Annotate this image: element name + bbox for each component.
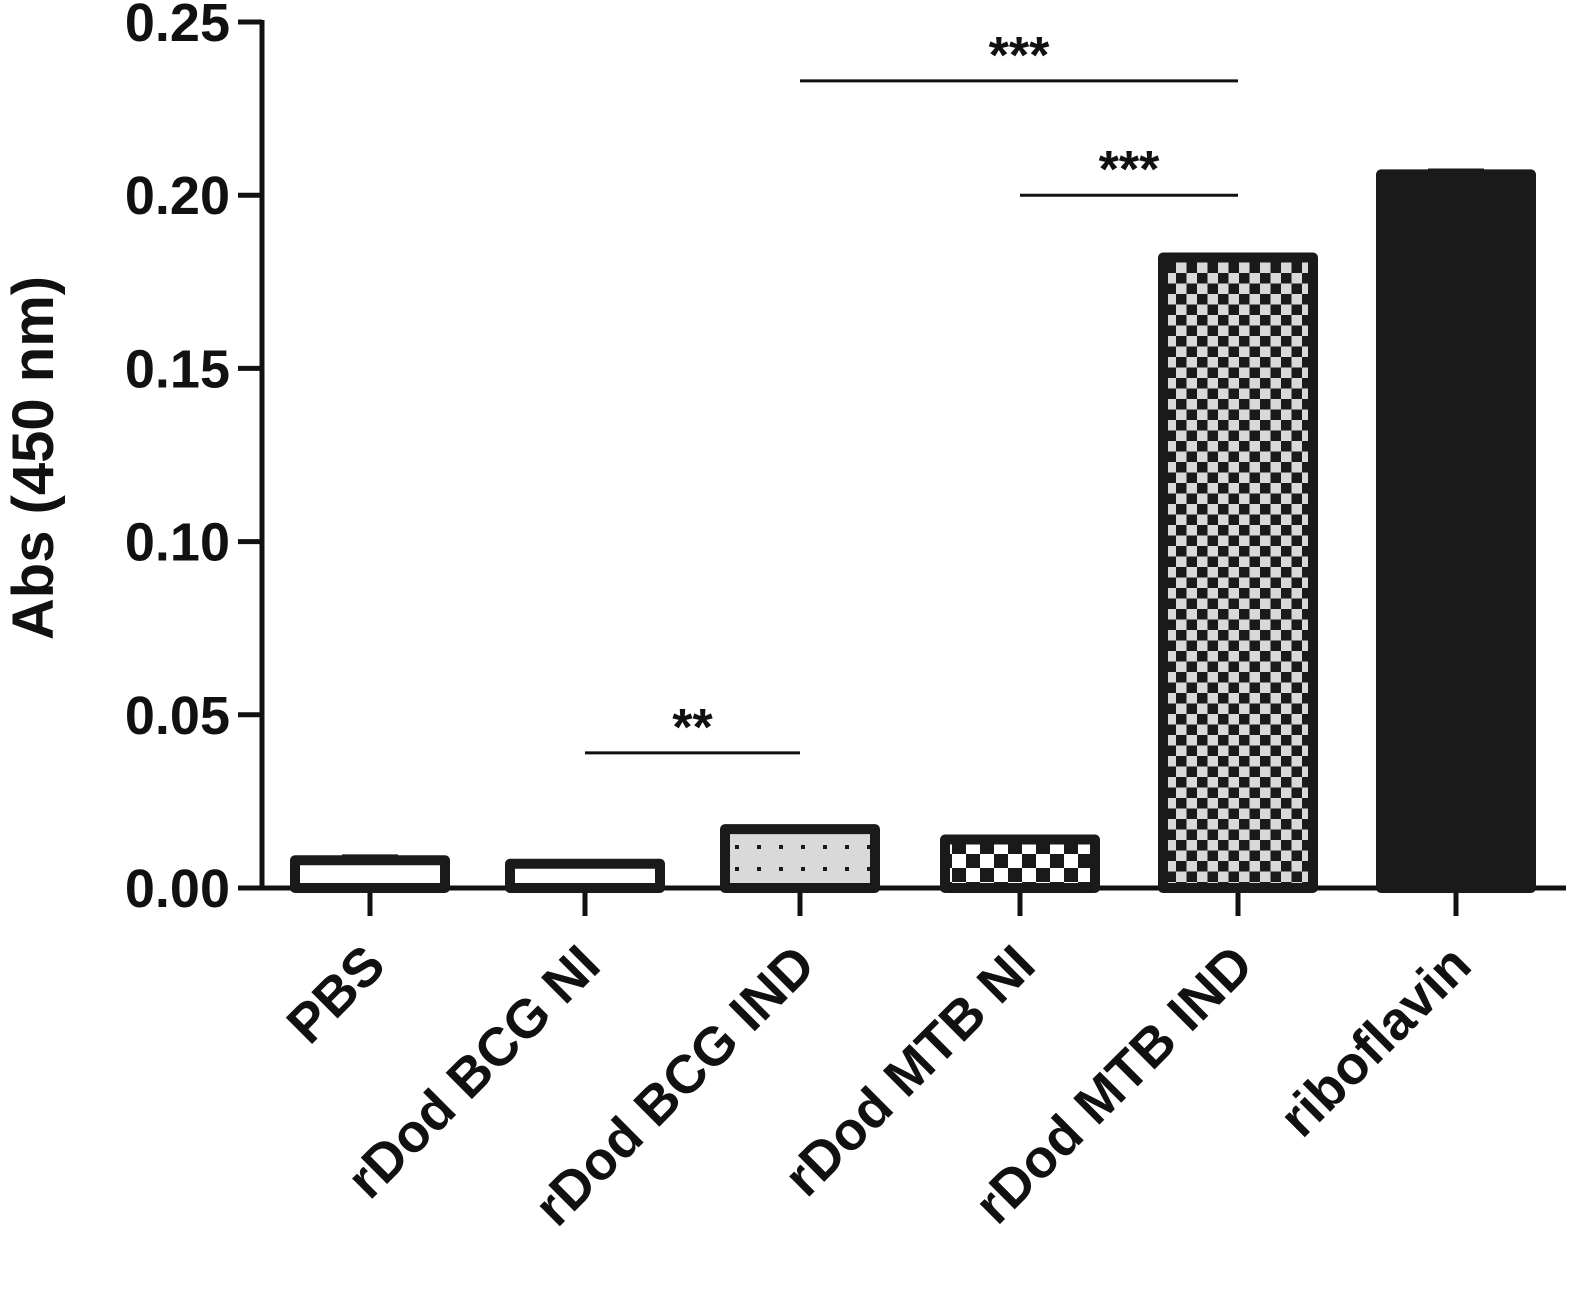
significance-annotations: ******** bbox=[585, 27, 1238, 757]
bars bbox=[290, 168, 1536, 894]
significance-label: ** bbox=[672, 699, 713, 757]
significance-label: *** bbox=[1099, 141, 1160, 199]
bar bbox=[1158, 252, 1318, 893]
y-tick-label: 0.10 bbox=[125, 513, 230, 573]
significance-label: *** bbox=[989, 27, 1050, 85]
y-tick-label: 0.15 bbox=[125, 339, 230, 399]
y-tick-label: 0.00 bbox=[125, 859, 230, 919]
y-tick-label: 0.25 bbox=[125, 0, 230, 53]
y-axis: 0.00 0.05 0.10 0.15 0.20 0.25 bbox=[125, 0, 265, 919]
bar bbox=[720, 824, 880, 893]
y-tick-label: 0.05 bbox=[125, 686, 230, 746]
bar bbox=[505, 858, 665, 894]
y-tick-label: 0.20 bbox=[125, 166, 230, 226]
y-axis-label: Abs (450 nm) bbox=[1, 276, 66, 640]
x-tick-label: riboflavin bbox=[1268, 934, 1482, 1148]
bar bbox=[290, 855, 450, 894]
bar bbox=[1376, 169, 1536, 893]
bar bbox=[940, 834, 1100, 894]
x-tick-label: PBS bbox=[276, 934, 397, 1055]
